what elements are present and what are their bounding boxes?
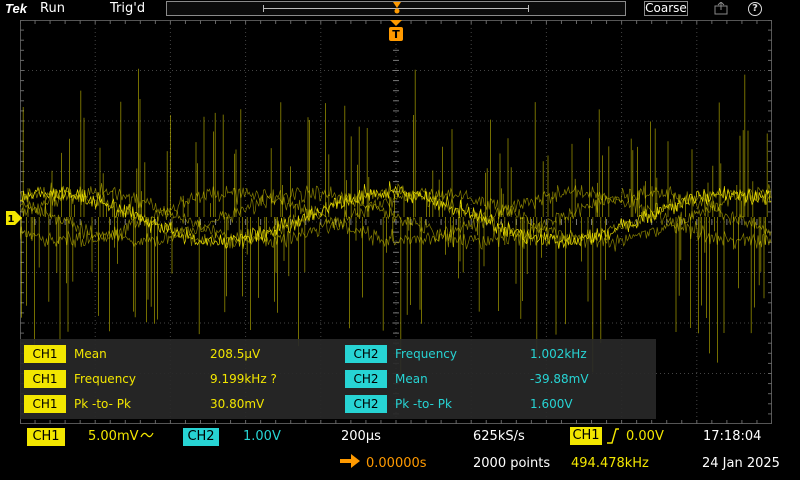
measurement-panel: CH1 Mean 208.5µV CH1 Frequency 9.199kHz … [20,339,656,419]
brand-logo: Tek [5,1,27,16]
trigger-source-badge[interactable]: CH1 [570,427,602,445]
measurement-type: Mean [395,372,428,386]
trigger-frequency: 494.478kHz [571,456,649,471]
horizontal-position[interactable]: 0.00000s [366,456,427,471]
trigger-level[interactable]: 0.00V [626,429,664,444]
measurement-type: Frequency [395,347,457,361]
trigger-position-icon [393,2,401,14]
measurement-type: Frequency [74,372,136,386]
top-status-bar: Tek Run Trig'd Coarse ? [0,0,800,18]
measurement-channel-badge: CH1 [24,345,66,363]
measurement-row[interactable]: CH2 Frequency 1.002kHz [345,345,645,365]
measurement-channel-badge: CH2 [345,395,387,413]
ch1-scale-value: 5.00mV [88,429,139,444]
measurement-row[interactable]: CH1 Pk -to- Pk 30.80mV [24,395,324,415]
ch1-ground-marker[interactable]: 1 [6,211,22,225]
measurement-channel-badge: CH2 [345,345,387,363]
clock-time: 17:18:04 [703,429,762,444]
measurement-value: 1.600V [530,397,573,411]
measurement-type: Mean [74,347,107,361]
ch1-vertical-scale[interactable]: 5.00mV [88,428,154,446]
record-view-window[interactable] [263,5,529,12]
measurement-type: Pk -to- Pk [74,397,131,411]
measurement-row[interactable]: CH2 Pk -to- Pk 1.600V [345,395,645,415]
measurement-value: 30.80mV [210,397,265,411]
measurement-value: -39.88mV [530,372,589,386]
record-view-bar[interactable] [166,1,626,16]
ch1-badge[interactable]: CH1 [27,428,65,446]
measurement-row[interactable]: CH1 Mean 208.5µV [24,345,324,365]
measurement-value: 1.002kHz [530,347,587,361]
measurement-channel-badge: CH2 [345,370,387,388]
measurement-value: 208.5µV [210,347,261,361]
trigger-marker-label: T [392,28,400,41]
bottom-status-bar: CH1 5.00mV CH2 1.00V 200µs 625kS/s CH1 0… [0,424,800,480]
measurement-row[interactable]: CH2 Mean -39.88mV [345,370,645,390]
trigger-status: Trig'd [110,1,146,16]
record-length[interactable]: 2000 points [473,456,551,471]
ch2-badge[interactable]: CH2 [183,428,219,446]
trigger-point-icon[interactable]: T [389,20,403,42]
measurement-channel-badge: CH1 [24,395,66,413]
coarse-button[interactable]: Coarse [644,1,688,16]
measurement-channel-badge: CH1 [24,370,66,388]
acquisition-run-state[interactable]: Run [40,1,65,16]
sample-rate: 625kS/s [473,429,525,444]
ch1-waveform [20,68,772,373]
timebase-scale[interactable]: 200µs [341,429,381,444]
clock-date: 24 Jan 2025 [702,456,780,471]
export-icon[interactable] [714,2,728,15]
measurement-type: Pk -to- Pk [395,397,452,411]
measurement-value: 9.199kHz ? [210,372,277,386]
rising-edge-icon [607,428,619,444]
ch1-marker-label: 1 [8,214,15,225]
bandwidth-limit-icon [139,432,154,438]
ch2-vertical-scale[interactable]: 1.00V [243,429,281,444]
horizontal-position-arrow-icon [340,454,360,468]
help-icon[interactable]: ? [748,2,762,16]
measurement-row[interactable]: CH1 Frequency 9.199kHz ? [24,370,324,390]
